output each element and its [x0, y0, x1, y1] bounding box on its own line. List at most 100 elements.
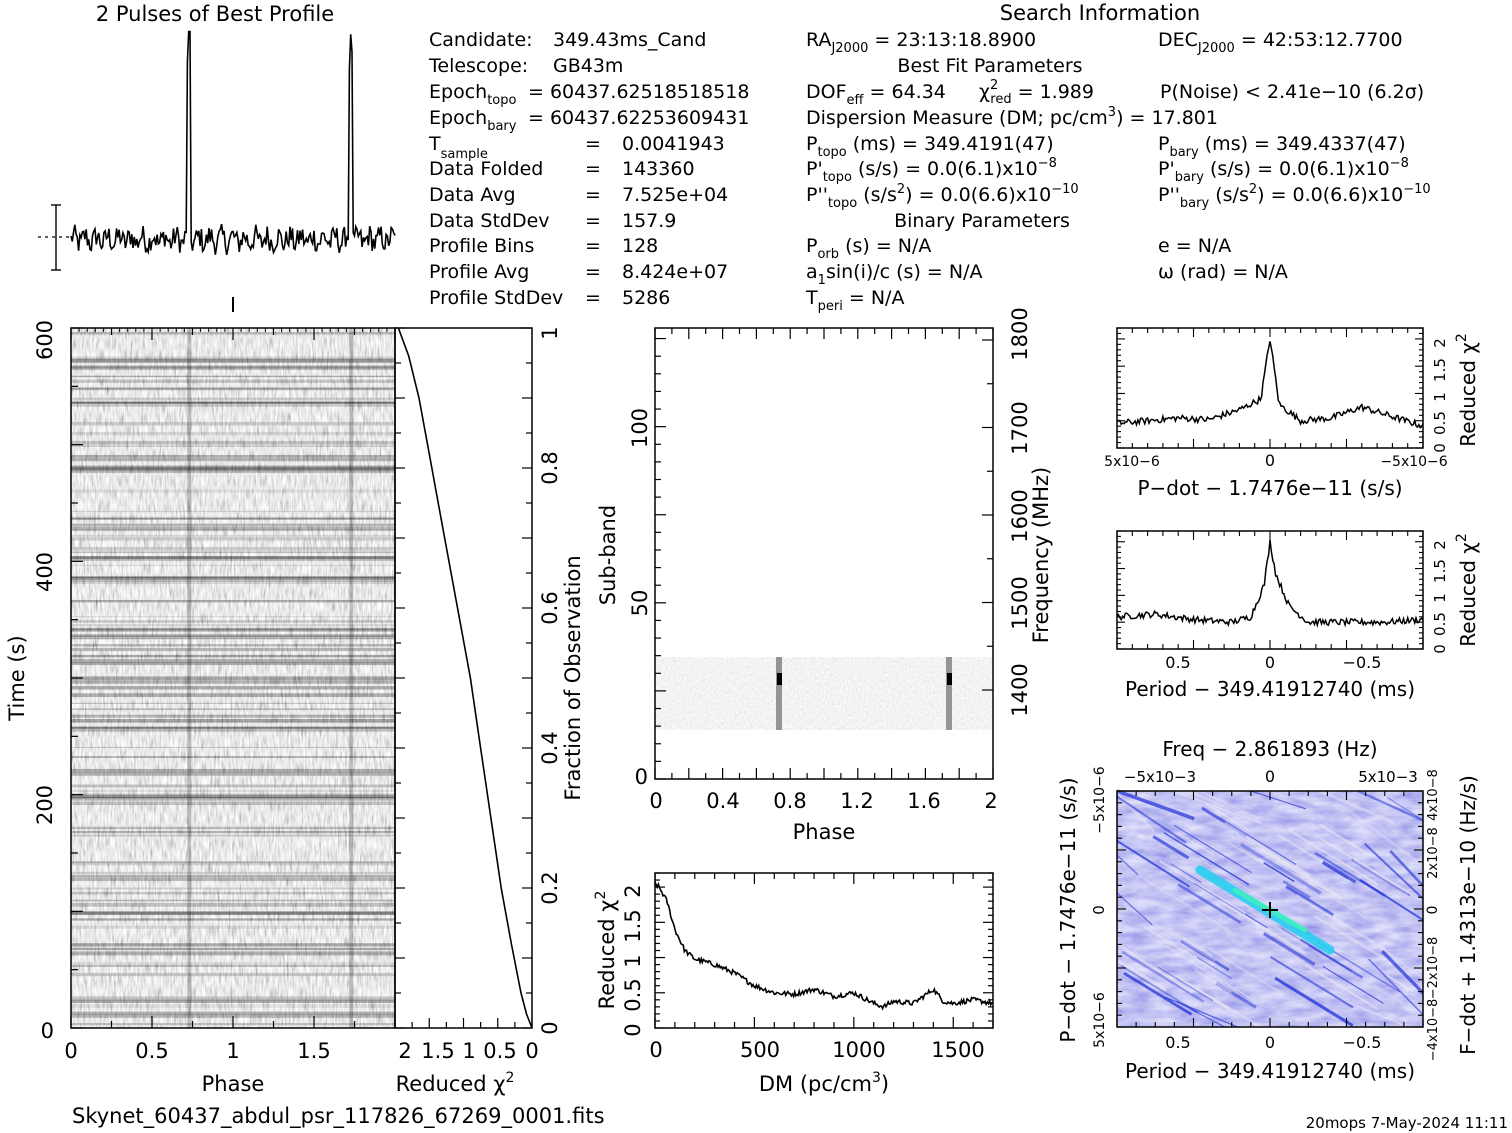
ppdot-streak [1116, 959, 1167, 992]
time-stripe [71, 999, 395, 1001]
period-ylabel: Reduced χ2 [1454, 533, 1480, 647]
ppdot-streak [1320, 838, 1414, 896]
time-stripe [71, 526, 395, 531]
time-stripe [71, 635, 395, 638]
ppdot-streak [1363, 842, 1424, 900]
ppdot-streak [1116, 792, 1155, 832]
time-stripe [71, 454, 395, 458]
time-stripe [71, 1001, 395, 1003]
time-stripe [71, 440, 395, 445]
pd-topo: P'topo (s/s) = 0.0(6.1)x10−8 [806, 156, 1057, 185]
time-stripe [71, 529, 395, 531]
time-stripe [71, 768, 395, 773]
svg-text:Profile Bins=128: Profile Bins = 128 [429, 235, 658, 257]
svg-text:0: 0 [649, 1038, 662, 1062]
time-stripe [71, 911, 395, 915]
time-stripe [71, 620, 395, 623]
time-ytick-600: 600 [33, 320, 57, 360]
time-stripe [71, 375, 395, 378]
time-stripe [71, 693, 395, 697]
ppdot-streak [1247, 908, 1310, 948]
svg-text:2: 2 [984, 789, 997, 813]
svg-text:0.8: 0.8 [538, 451, 562, 484]
ppdot-streak [1357, 789, 1424, 822]
svg-text:Profile StdDev=5286: Profile StdDev = 5286 [429, 287, 670, 309]
svg-text:Data Folded=143360: Data Folded = 143360 [429, 158, 695, 180]
svg-text:50: 50 [628, 590, 652, 617]
time-stripe [71, 644, 395, 647]
time-stripe [71, 556, 395, 558]
time-stripe [71, 797, 395, 801]
ppdot-streak [1224, 821, 1298, 868]
time-stripe [71, 387, 395, 390]
svg-text:1.5: 1.5 [297, 1039, 330, 1063]
time-stripe [71, 899, 395, 902]
a1sini: a1sin(i)/c (s) = N/A [806, 261, 982, 288]
time-stripe [71, 489, 395, 493]
ppdot-streak [1116, 840, 1191, 888]
svg-text:0.5: 0.5 [1431, 612, 1449, 636]
ppdot-streak [1123, 971, 1193, 1016]
ppdot-streak [1196, 956, 1233, 980]
best-fit-title: Best Fit Parameters [897, 55, 1082, 77]
time-stripe [71, 535, 395, 537]
ppdot-streak [1170, 863, 1202, 883]
svg-text:Profile Avg=8.424e+07: Profile Avg = 8.424e+07 [429, 261, 728, 283]
time-stripe [71, 999, 395, 1002]
time-stripe [71, 445, 395, 447]
svg-text:0: 0 [621, 1023, 645, 1036]
svg-text:0: 0 [1090, 905, 1108, 915]
time-stripe [71, 1011, 395, 1016]
ppdot-streak [1359, 879, 1424, 921]
time-stripe [71, 658, 395, 663]
svg-text:Data StdDev=157.9: Data StdDev = 157.9 [429, 210, 676, 232]
ppdot-streak [1173, 824, 1252, 873]
time-stripe [71, 431, 395, 436]
svg-text:0: 0 [525, 1039, 538, 1063]
time-stripe [71, 772, 395, 776]
ppdot-xlabel: Period − 349.41912740 (ms) [1125, 1059, 1415, 1083]
svg-text:1500: 1500 [1008, 576, 1032, 629]
ppdot-streak [1308, 882, 1367, 920]
time-pulse-column [187, 328, 192, 1028]
time-stripe [71, 874, 395, 878]
time-stripe [71, 638, 395, 640]
ppdot-streak [1121, 950, 1205, 1003]
subband-pulse-2 [946, 657, 952, 730]
time-stripe [71, 518, 395, 520]
svg-text:0: 0 [649, 789, 662, 813]
svg-text:0.5: 0.5 [135, 1039, 168, 1063]
ppdot-streak [1116, 854, 1139, 876]
candidate-info: Candidate: 349.43ms_Cand Telescope: GB43m … [428, 29, 749, 309]
pdot-xlabel: P−dot − 1.7476e−11 (s/s) [1137, 476, 1402, 500]
ppdot-streak [1386, 796, 1424, 821]
time-stripe [71, 891, 395, 895]
time-phase-stripes [71, 328, 395, 1028]
tel-label: Telescope: [428, 55, 528, 77]
dof: DOFeff = 64.34 [806, 81, 946, 108]
svg-text:Tsample=0.0041943: Tsample = 0.0041943 [428, 133, 725, 162]
dm-ylabel: Reduced χ2 [593, 891, 619, 1010]
ppdot-streak [1194, 969, 1232, 994]
ppdot-streak [1152, 835, 1190, 860]
ppdot-streak [1180, 939, 1230, 972]
dec: DECJ2000 = 42:53:12.7700 [1158, 29, 1403, 56]
svg-text:0: 0 [1265, 653, 1275, 672]
svg-text:−4x10−8: −4x10−8 [1426, 999, 1441, 1062]
ppdot-streak [1187, 789, 1261, 823]
dm-xlabel: DM (pc/cm3) [759, 1070, 889, 1096]
svg-text:1: 1 [1431, 593, 1449, 603]
ppdot-streak [1177, 831, 1216, 857]
filename: Skynet_60437_abdul_psr_117826_67269_0001… [72, 1104, 605, 1129]
ppdot-streak [1116, 795, 1187, 844]
svg-text:0.2: 0.2 [538, 871, 562, 904]
ppdot-streak [1157, 966, 1214, 1002]
time-stripe [71, 861, 395, 864]
p-topo: Ptopo (ms) = 349.4191(47) [806, 133, 1054, 160]
ppdot-streak [1318, 823, 1372, 857]
svg-text:0.4: 0.4 [706, 789, 739, 813]
time-stripe [71, 600, 395, 603]
time-stripe [71, 661, 395, 665]
profile-plot: 2 Pulses of Best Profile [38, 2, 396, 312]
ppdot-streak [1288, 829, 1379, 886]
